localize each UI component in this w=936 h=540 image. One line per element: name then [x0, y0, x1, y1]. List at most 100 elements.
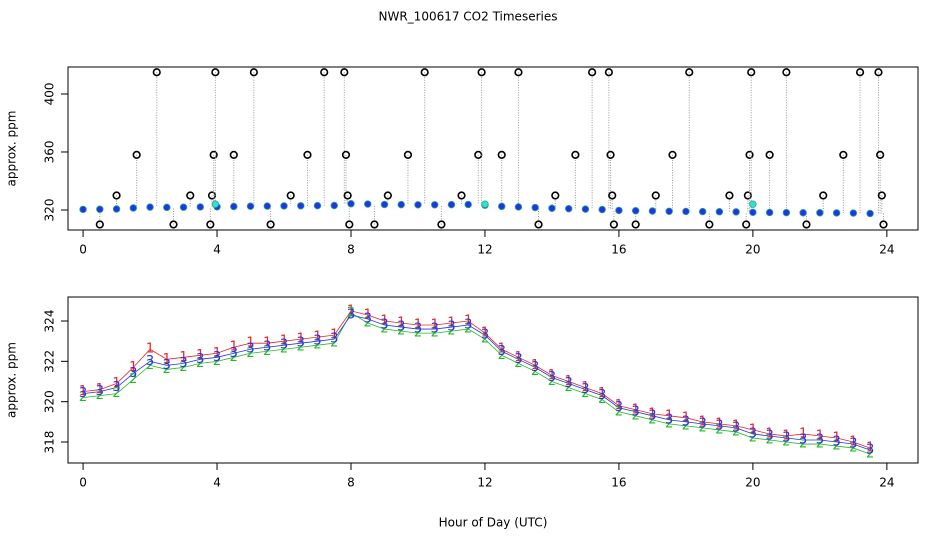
point-symbol: 1 [632, 402, 640, 417]
point-symbol: 3 [699, 416, 707, 431]
point-symbol: 2 [146, 358, 154, 373]
point-symbol: 3 [96, 384, 104, 399]
plot-frame [67, 296, 919, 464]
point-symbol: 3 [648, 408, 656, 423]
point-symbol: 1 [598, 386, 606, 401]
point [832, 209, 841, 217]
point-symbol: 2 [112, 386, 120, 401]
point [343, 191, 352, 200]
point [112, 205, 121, 213]
x-tick-label: 16 [611, 476, 626, 490]
plot-frame [67, 66, 919, 231]
point [615, 206, 623, 215]
point [95, 220, 104, 229]
point-symbol: 2 [347, 305, 355, 320]
point-symbol: 2 [447, 324, 455, 339]
point-symbol: 3 [615, 400, 623, 415]
point-symbol: 2 [782, 435, 790, 450]
point [146, 203, 154, 211]
point [648, 207, 657, 215]
point-symbol: 3 [464, 318, 472, 333]
point-symbol: 1 [849, 435, 857, 450]
point-symbol: 3 [665, 412, 673, 427]
point [347, 200, 355, 208]
point-symbol: 1 [548, 368, 556, 383]
point [782, 68, 791, 77]
point-symbol: 2 [765, 433, 773, 448]
point [631, 220, 640, 229]
point-symbol: 1 [297, 332, 305, 347]
point [179, 203, 188, 211]
point [782, 208, 791, 217]
point-symbol: 3 [866, 443, 874, 458]
point [564, 204, 573, 213]
point-symbol: 1 [364, 307, 372, 322]
point [209, 150, 218, 159]
point-symbol: 1 [732, 418, 740, 433]
point-symbol: 1 [715, 416, 723, 431]
point [477, 68, 486, 77]
point-symbol: 3 [179, 356, 187, 371]
point [345, 220, 354, 229]
point-symbol: 1 [464, 314, 472, 329]
point [874, 68, 883, 77]
point [534, 220, 543, 229]
point [211, 200, 220, 208]
point-symbol: 2 [866, 447, 874, 462]
point [263, 202, 271, 210]
point-symbol: 3 [230, 346, 238, 361]
point-symbol: 1 [816, 428, 824, 443]
point-symbol: 1 [146, 342, 154, 357]
point-symbol: 3 [581, 382, 589, 397]
point-symbol: 3 [213, 350, 221, 365]
point-symbol: 3 [364, 311, 372, 326]
point-symbol: 2 [648, 412, 656, 427]
point [866, 209, 874, 218]
point-symbol: 2 [816, 437, 824, 452]
point [340, 68, 349, 77]
point-symbol: 3 [732, 420, 740, 435]
point-symbol: 2 [699, 420, 707, 435]
point-symbol: 2 [246, 346, 254, 361]
y-tick-label: 322 [43, 350, 57, 373]
point [341, 150, 351, 159]
point [498, 202, 506, 211]
point [383, 191, 392, 200]
point [229, 150, 238, 159]
point [230, 202, 238, 211]
point [431, 201, 439, 209]
point [514, 203, 523, 211]
point [447, 200, 456, 209]
point [464, 200, 472, 209]
point-symbol: 1 [112, 376, 120, 391]
point-symbol: 1 [380, 314, 388, 329]
point [320, 68, 329, 77]
point [457, 191, 466, 200]
point [132, 150, 141, 159]
point-symbol: 3 [129, 366, 137, 381]
point-symbol: 3 [765, 428, 773, 443]
point [799, 209, 807, 217]
point [79, 205, 87, 214]
x-tick-label: 20 [745, 243, 760, 257]
point-symbol: 2 [565, 380, 573, 395]
point-symbol: 3 [749, 426, 757, 441]
point-symbol: 1 [79, 384, 87, 399]
point-symbol: 3 [565, 376, 573, 391]
point-symbol: 1 [565, 374, 573, 389]
point-symbol: 1 [179, 350, 187, 365]
point [330, 201, 338, 210]
point [571, 150, 580, 159]
point [698, 207, 707, 216]
point-symbol: 3 [146, 354, 154, 369]
x-tick-label: 4 [213, 476, 221, 490]
point [665, 207, 673, 215]
point-symbol: 1 [330, 328, 338, 343]
y-tick-label: 318 [43, 431, 57, 454]
point [364, 200, 372, 208]
point-symbol: 3 [380, 318, 388, 333]
point-symbol: 1 [447, 316, 455, 331]
point-symbol: 1 [699, 414, 707, 429]
point-symbol: 3 [313, 334, 321, 349]
